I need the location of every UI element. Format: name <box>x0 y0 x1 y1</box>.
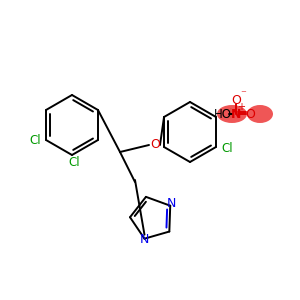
Text: ⁻: ⁻ <box>240 89 246 99</box>
Text: Cl: Cl <box>29 134 41 146</box>
Text: +: + <box>237 102 245 112</box>
Text: Cl: Cl <box>221 142 233 155</box>
Text: O: O <box>231 94 241 106</box>
Text: N: N <box>231 107 241 121</box>
Text: O: O <box>245 107 255 121</box>
Ellipse shape <box>247 105 273 123</box>
Ellipse shape <box>217 105 247 123</box>
Text: N: N <box>167 197 176 210</box>
Text: N: N <box>140 233 149 246</box>
Text: HO: HO <box>214 107 232 121</box>
Text: Cl: Cl <box>221 109 233 122</box>
Text: Cl: Cl <box>68 157 80 169</box>
Text: O: O <box>150 139 160 152</box>
